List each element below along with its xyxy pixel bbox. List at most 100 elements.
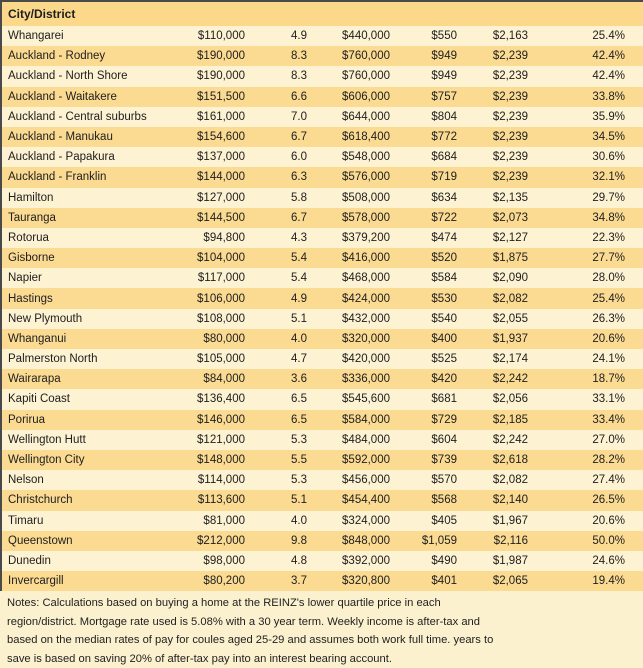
value-cell[interactable]: 3.7 — [291, 575, 307, 588]
value-cell[interactable]: 6.5 — [291, 393, 307, 406]
value-cell[interactable]: 5.1 — [291, 494, 307, 507]
value-cell[interactable]: $105,000 — [197, 353, 245, 366]
city-cell[interactable]: Auckland - North Shore — [8, 70, 128, 83]
value-cell[interactable]: $98,000 — [203, 554, 245, 567]
value-cell[interactable]: $2,239 — [492, 70, 528, 83]
value-cell[interactable]: $584,000 — [342, 413, 390, 426]
value-cell[interactable]: $1,937 — [492, 332, 528, 345]
value-cell[interactable]: 33.1% — [592, 393, 625, 406]
value-cell[interactable]: 30.6% — [592, 151, 625, 164]
value-cell[interactable]: $2,239 — [492, 110, 528, 123]
value-cell[interactable]: $456,000 — [342, 474, 390, 487]
value-cell[interactable]: 4.0 — [291, 332, 307, 345]
value-cell[interactable]: $2,065 — [492, 575, 528, 588]
value-cell[interactable]: $634 — [431, 191, 457, 204]
value-cell[interactable]: $324,000 — [342, 514, 390, 527]
value-cell[interactable]: $568 — [431, 494, 457, 507]
value-cell[interactable]: $681 — [431, 393, 457, 406]
value-cell[interactable]: $618,400 — [342, 131, 390, 144]
value-cell[interactable]: 6.3 — [291, 171, 307, 184]
value-cell[interactable]: $530 — [431, 292, 457, 305]
value-cell[interactable]: $2,127 — [492, 231, 528, 244]
value-cell[interactable]: $2,239 — [492, 151, 528, 164]
value-cell[interactable]: $320,800 — [342, 575, 390, 588]
value-cell[interactable]: $400 — [431, 332, 457, 345]
value-cell[interactable]: $2,618 — [492, 454, 528, 467]
value-cell[interactable]: $104,000 — [197, 252, 245, 265]
value-cell[interactable]: 26.3% — [592, 312, 625, 325]
value-cell[interactable]: 34.5% — [592, 131, 625, 144]
value-cell[interactable]: $190,000 — [197, 70, 245, 83]
value-cell[interactable]: $2,239 — [492, 90, 528, 103]
city-cell[interactable]: Hamilton — [8, 191, 54, 204]
value-cell[interactable]: $127,000 — [197, 191, 245, 204]
value-cell[interactable]: $432,000 — [342, 312, 390, 325]
value-cell[interactable]: $2,174 — [492, 353, 528, 366]
city-cell[interactable]: Tauranga — [8, 211, 56, 224]
city-cell[interactable]: Wellington Hutt — [8, 433, 86, 446]
city-cell[interactable]: Kapiti Coast — [8, 393, 71, 406]
value-cell[interactable]: 4.7 — [291, 353, 307, 366]
city-cell[interactable]: Nelson — [8, 474, 44, 487]
value-cell[interactable]: 3.6 — [291, 373, 307, 386]
value-cell[interactable]: $161,000 — [197, 110, 245, 123]
value-cell[interactable]: $401 — [431, 575, 457, 588]
value-cell[interactable]: $739 — [431, 454, 457, 467]
value-cell[interactable]: $729 — [431, 413, 457, 426]
value-cell[interactable]: 5.4 — [291, 272, 307, 285]
value-cell[interactable]: $525 — [431, 353, 457, 366]
value-cell[interactable]: $136,400 — [197, 393, 245, 406]
value-cell[interactable]: $424,000 — [342, 292, 390, 305]
value-cell[interactable]: $416,000 — [342, 252, 390, 265]
value-cell[interactable]: $2,239 — [492, 50, 528, 63]
value-cell[interactable]: $2,239 — [492, 171, 528, 184]
value-cell[interactable]: $420,000 — [342, 353, 390, 366]
value-cell[interactable]: $508,000 — [342, 191, 390, 204]
value-cell[interactable]: $576,000 — [342, 171, 390, 184]
value-cell[interactable]: 33.8% — [592, 90, 625, 103]
value-cell[interactable]: $114,000 — [197, 474, 245, 487]
value-cell[interactable]: $405 — [431, 514, 457, 527]
value-cell[interactable]: 5.3 — [291, 433, 307, 446]
value-cell[interactable]: $80,200 — [203, 575, 245, 588]
value-cell[interactable]: 6.6 — [291, 90, 307, 103]
value-cell[interactable]: $94,800 — [203, 231, 245, 244]
value-cell[interactable]: $2,073 — [492, 211, 528, 224]
value-cell[interactable]: $757 — [431, 90, 457, 103]
value-cell[interactable]: $379,200 — [342, 231, 390, 244]
value-cell[interactable]: 27.4% — [592, 474, 625, 487]
value-cell[interactable]: $484,000 — [342, 433, 390, 446]
value-cell[interactable]: $550 — [431, 30, 457, 43]
value-cell[interactable]: $454,400 — [342, 494, 390, 507]
value-cell[interactable]: 8.3 — [291, 50, 307, 63]
value-cell[interactable]: 5.1 — [291, 312, 307, 325]
value-cell[interactable]: $1,967 — [492, 514, 528, 527]
value-cell[interactable]: $949 — [431, 70, 457, 83]
value-cell[interactable]: 7.0 — [291, 110, 307, 123]
value-cell[interactable]: 4.0 — [291, 514, 307, 527]
value-cell[interactable]: $760,000 — [342, 70, 390, 83]
city-cell[interactable]: Auckland - Manukau — [8, 131, 113, 144]
value-cell[interactable]: 35.9% — [592, 110, 625, 123]
city-cell[interactable]: Auckland - Franklin — [8, 171, 107, 184]
value-cell[interactable]: 20.6% — [592, 514, 625, 527]
value-cell[interactable]: 4.3 — [291, 231, 307, 244]
value-cell[interactable]: $772 — [431, 131, 457, 144]
value-cell[interactable]: $2,185 — [492, 413, 528, 426]
city-cell[interactable]: Wairarapa — [8, 373, 61, 386]
city-cell[interactable]: Napier — [8, 272, 42, 285]
value-cell[interactable]: $2,239 — [492, 131, 528, 144]
value-cell[interactable]: 9.8 — [291, 534, 307, 547]
value-cell[interactable]: $212,000 — [197, 534, 245, 547]
value-cell[interactable]: $144,500 — [197, 211, 245, 224]
city-cell[interactable]: Whanganui — [8, 332, 67, 345]
city-cell[interactable]: New Plymouth — [8, 312, 83, 325]
city-cell[interactable]: Whangarei — [8, 30, 64, 43]
value-cell[interactable]: $1,987 — [492, 554, 528, 567]
value-cell[interactable]: 28.0% — [592, 272, 625, 285]
value-cell[interactable]: 42.4% — [592, 50, 625, 63]
value-cell[interactable]: $336,000 — [342, 373, 390, 386]
value-cell[interactable]: $190,000 — [197, 50, 245, 63]
value-cell[interactable]: $490 — [431, 554, 457, 567]
value-cell[interactable]: $2,242 — [492, 433, 528, 446]
